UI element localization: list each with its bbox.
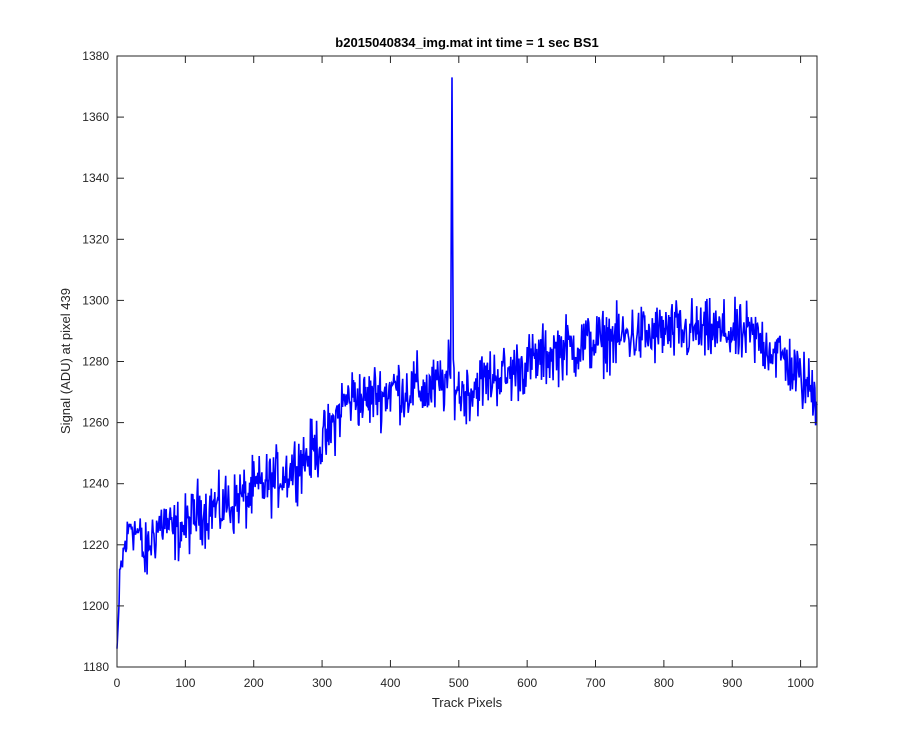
y-tick-label: 1240	[82, 477, 109, 491]
x-tick-label: 1000	[787, 676, 814, 690]
y-tick-label: 1180	[83, 660, 109, 674]
x-tick-label: 800	[654, 676, 674, 690]
x-tick-label: 0	[114, 676, 121, 690]
y-axis-label: Signal (ADU) at pixel 439	[58, 288, 73, 434]
plot-area	[117, 56, 817, 667]
x-axis-label: Track Pixels	[432, 695, 503, 710]
y-tick-label: 1220	[82, 538, 109, 552]
x-tick-label: 900	[722, 676, 742, 690]
ticks-layer: 0 100 200 300 400 500 600 700 800 900 1000 1180 1200…	[82, 49, 817, 690]
series-layer	[116, 77, 818, 649]
y-tick-label: 1280	[82, 355, 109, 369]
y-tick-label: 1200	[82, 599, 109, 613]
y-tick-label: 1340	[82, 171, 109, 185]
x-tick-label: 500	[449, 676, 469, 690]
y-tick-label: 1360	[82, 110, 109, 124]
chart-title: b2015040834_img.mat int time = 1 sec BS1	[335, 35, 598, 50]
y-tick-label: 1260	[82, 416, 109, 430]
y-tick-label: 1320	[82, 232, 109, 246]
y-tick-label: 1380	[82, 49, 109, 63]
x-tick-label: 600	[517, 676, 537, 690]
x-tick-label: 700	[586, 676, 606, 690]
x-tick-label: 200	[244, 676, 264, 690]
x-tick-label: 100	[175, 676, 195, 690]
y-tick-label: 1300	[82, 293, 109, 307]
x-tick-label: 400	[380, 676, 400, 690]
x-tick-label: 300	[312, 676, 332, 690]
series-line	[116, 77, 818, 649]
